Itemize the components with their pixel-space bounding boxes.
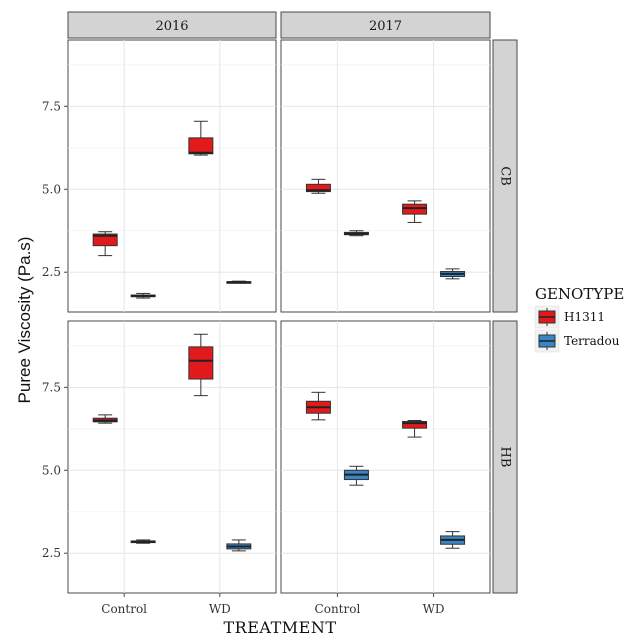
strip-label-CB: CB [498, 166, 513, 186]
panel-2016-HB [67, 320, 277, 594]
x-axis-title: TREATMENT [224, 618, 337, 636]
y-tick-label: 5.0 [42, 463, 61, 477]
panel-background [280, 39, 491, 313]
x-tick-label: WD [209, 602, 231, 616]
panel-2017-HB [280, 320, 491, 594]
panel-background [67, 39, 277, 313]
box-WD-Terradou [440, 268, 466, 280]
strip-CB [492, 39, 518, 313]
box-WD-Terradou [226, 539, 252, 552]
x-tick-label: WD [423, 602, 445, 616]
box-Control-H1311 [92, 231, 118, 257]
box-iqr [305, 183, 331, 193]
box-iqr [92, 233, 118, 247]
box-WD-Terradou [226, 280, 252, 284]
box-Control-Terradou [343, 465, 369, 486]
box-WD-H1311 [402, 420, 428, 438]
legend-entry-Terradou: Terradou [534, 329, 620, 353]
x-tick-label: Control [315, 602, 361, 616]
box-Control-H1311 [305, 178, 331, 194]
box-iqr [188, 346, 214, 380]
box-WD-H1311 [188, 333, 214, 397]
box-iqr [188, 137, 214, 155]
panel-2017-CB [280, 39, 491, 313]
y-tick-label: 7.5 [42, 99, 61, 113]
legend-label-Terradou: Terradou [564, 334, 620, 348]
box-Control-H1311 [92, 414, 118, 424]
y-tick-label: 2.5 [42, 265, 61, 279]
y-tick-label: 5.0 [42, 182, 61, 196]
box-Control-Terradou [130, 539, 156, 544]
box-Control-H1311 [305, 391, 331, 421]
panel-background [280, 320, 491, 594]
panel-2016-CB [67, 39, 277, 313]
strip-label-HB: HB [498, 447, 513, 468]
strip-2016 [67, 11, 277, 39]
strip-label-2016: 2016 [155, 19, 188, 34]
box-WD-H1311 [188, 120, 214, 156]
legend-title: GENOTYPE [535, 285, 624, 303]
strip-label-2017: 2017 [369, 19, 402, 34]
strip-HB [492, 320, 518, 594]
panel-background [67, 320, 277, 594]
box-Control-Terradou [343, 230, 369, 237]
y-tick-label: 2.5 [42, 546, 61, 560]
y-tick-label: 7.5 [42, 380, 61, 394]
box-WD-Terradou [440, 531, 466, 549]
y-axis-title: Puree Viscosity (Pa.s) [15, 237, 34, 404]
strip-2017 [280, 11, 491, 39]
x-tick-label: Control [101, 602, 147, 616]
box-iqr [402, 421, 428, 429]
legend-entry-H1311: H1311 [534, 305, 605, 329]
box-WD-H1311 [402, 200, 428, 223]
box-Control-Terradou [130, 292, 156, 299]
legend-label-H1311: H1311 [564, 310, 605, 324]
